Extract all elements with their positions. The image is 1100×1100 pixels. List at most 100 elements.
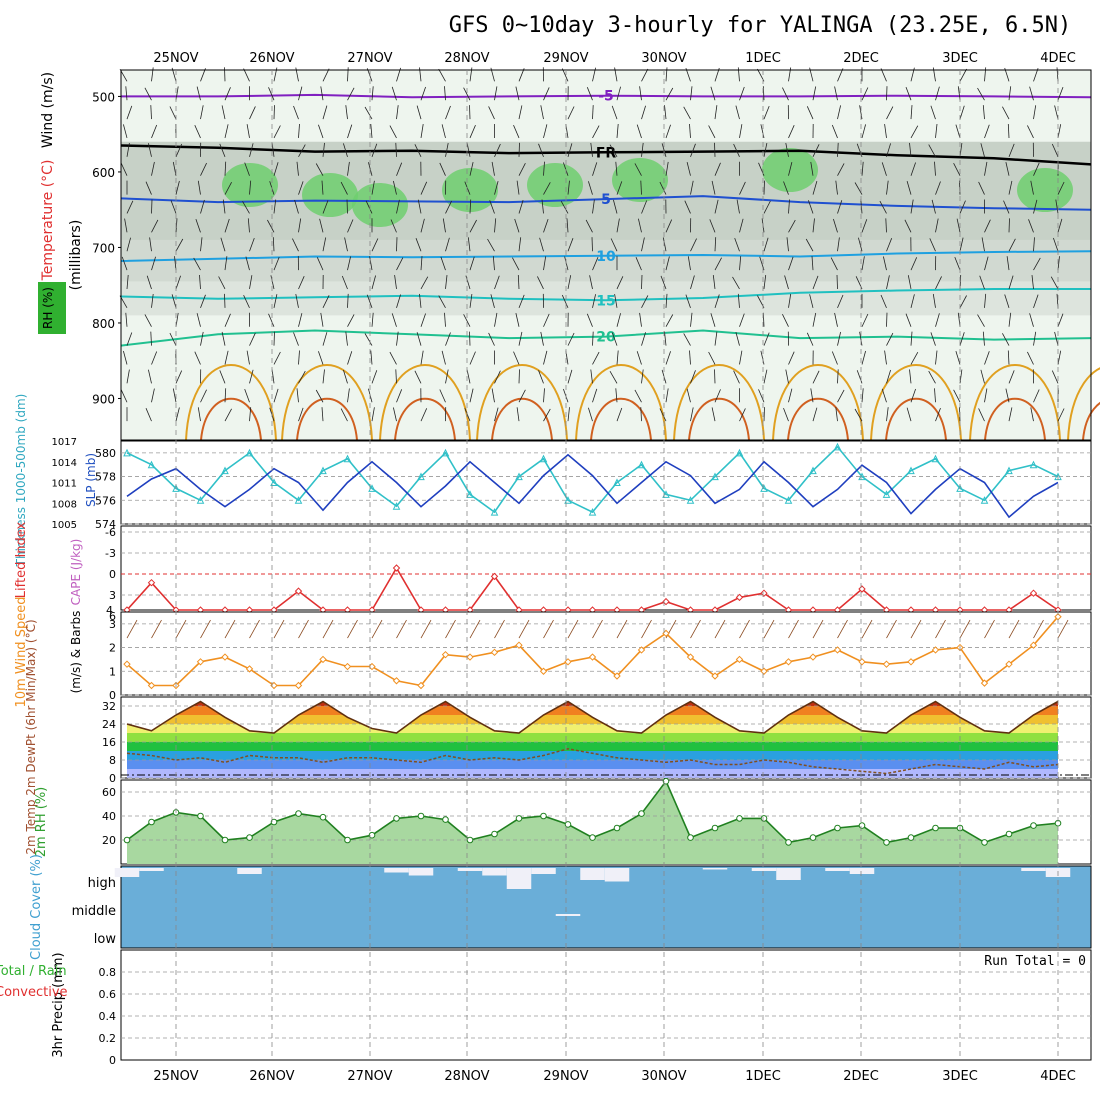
wind-barb: [984, 351, 990, 365]
wind-barb: [636, 351, 642, 365]
wind-barb: [665, 351, 671, 365]
wind-barb: [170, 200, 177, 214]
wind-barb: [837, 369, 839, 384]
surface-wind-barb: [420, 619, 432, 639]
wind-barb: [221, 105, 226, 120]
rh2m-point: [344, 836, 351, 844]
wind-barb: [347, 161, 350, 176]
wind10m-point: [123, 660, 131, 668]
wind10m-point: [686, 653, 695, 661]
wind-barb: [665, 314, 674, 327]
wind-barb: [273, 199, 277, 214]
wind-barb: [567, 143, 573, 157]
surface-wind-barb: [396, 619, 407, 639]
wind-barb: [609, 371, 618, 384]
wind-barb: [391, 313, 397, 327]
wind-barb: [467, 237, 471, 252]
wind-barb: [861, 388, 864, 403]
wind-barb: [396, 331, 399, 346]
wind-barb: [488, 106, 495, 120]
wind-barb: [126, 369, 130, 384]
wind-barb: [590, 369, 593, 384]
thickness-axis-label: Thickness 1000-500mb (dm): [14, 394, 28, 568]
wind-barb: [469, 199, 472, 214]
wind-barb: [518, 369, 520, 384]
wind-barb: [538, 143, 544, 157]
wind-barb: [295, 294, 299, 308]
high-cloud-gap: [384, 868, 409, 873]
wind-barb: [516, 407, 520, 422]
wind-barb: [690, 370, 696, 384]
wind-barb: [365, 200, 373, 214]
wind-barb: [538, 370, 544, 384]
wind-barb: [712, 275, 716, 290]
middle-cloud-gap: [555, 914, 581, 916]
wind-barb: [763, 275, 767, 290]
surface-wind-barb: [641, 619, 652, 639]
thickness-tick: 580: [95, 447, 116, 460]
li-tick: 6: [109, 610, 116, 623]
rh2m-point: [589, 834, 596, 841]
wind-barb: [224, 313, 231, 327]
wind-barb: [690, 180, 694, 195]
rh2m-point: [736, 815, 743, 822]
wind-barb: [616, 123, 619, 138]
wind-barb: [1027, 351, 1034, 365]
wind-barb: [592, 331, 594, 346]
wind-barb: [736, 199, 740, 214]
wind-barb: [194, 125, 201, 139]
rh-blob: [612, 158, 668, 202]
wind-barb: [735, 331, 740, 346]
wind-barb: [835, 180, 838, 195]
wind-barb: [978, 408, 985, 422]
wind-barb: [954, 256, 961, 271]
wind-barb: [639, 86, 642, 101]
thickness-point: [515, 472, 523, 481]
wind-barb: [221, 331, 226, 346]
wind-barb: [126, 274, 129, 290]
wind-barb: [561, 294, 569, 309]
wind-barb: [880, 294, 887, 309]
wind10m-point: [539, 667, 548, 675]
wind-barb: [616, 218, 620, 233]
wind-barb: [175, 407, 180, 422]
wind-barb: [1029, 313, 1034, 327]
wind-barb: [953, 163, 961, 176]
wind-barb: [543, 161, 545, 176]
wind-barb: [469, 162, 474, 176]
wind-barb: [415, 238, 422, 252]
wind-barb: [616, 407, 623, 422]
wind-barb: [711, 407, 716, 422]
wind-barb: [907, 275, 912, 290]
wind-barb: [636, 124, 642, 139]
wind-barb: [494, 180, 499, 195]
wind-barb: [837, 105, 841, 120]
thickness-point: [221, 466, 229, 475]
wind-barb: [200, 162, 207, 176]
wind-barb: [1008, 143, 1015, 157]
thickness-point: [196, 496, 205, 504]
temperature-axis-label: Temperature (°C): [40, 160, 56, 282]
wind-barb: [567, 407, 570, 422]
wind-barb: [494, 312, 498, 327]
temp-contour-5: [120, 195, 1092, 211]
wind-barb: [543, 408, 551, 422]
wind-barb: [120, 162, 128, 176]
wind-barb: [396, 294, 401, 308]
wind-barb: [739, 218, 744, 233]
surface-wind-barb: [690, 619, 701, 639]
wind-barb: [197, 180, 201, 195]
wind-barb: [420, 350, 424, 365]
wind-barb: [932, 293, 936, 308]
temp-band: [127, 769, 1058, 778]
wind10m-point: [882, 660, 891, 668]
wind-barb: [886, 369, 891, 384]
wind-barb: [245, 256, 250, 271]
wind-barb: [445, 275, 448, 290]
high-cloud-gap: [506, 868, 532, 889]
temp-band: [127, 715, 1058, 724]
slp-axis-label: SLP (mb): [84, 453, 98, 507]
wind-barb: [886, 332, 894, 346]
surface-wind-barb: [886, 619, 897, 639]
